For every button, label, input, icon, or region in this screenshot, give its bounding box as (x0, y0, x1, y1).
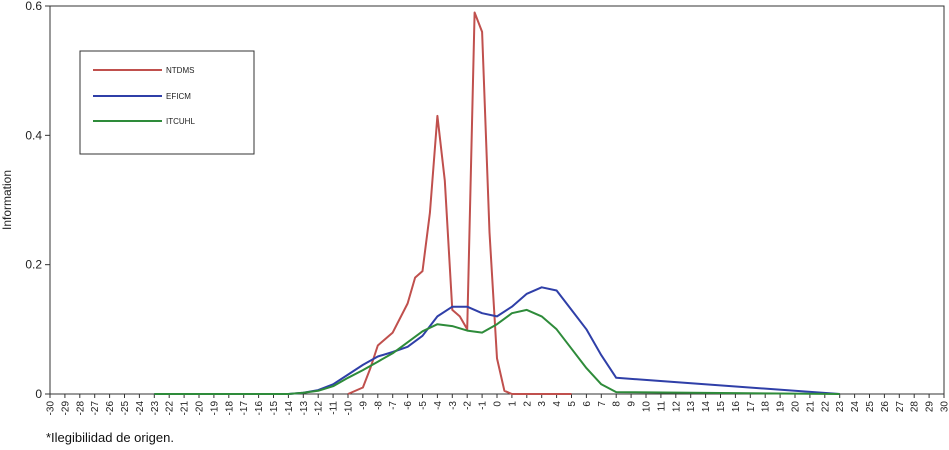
x-tick-label: -7 (388, 401, 399, 410)
x-tick-label: -15 (269, 401, 280, 416)
x-tick-label: -30 (46, 401, 57, 416)
x-tick-label: -16 (254, 401, 265, 416)
x-tick-label: -27 (90, 401, 101, 416)
x-tick-label: 30 (940, 401, 949, 413)
series-layer (154, 11, 840, 395)
x-tick-label: 7 (597, 401, 608, 407)
x-tick-label: -3 (448, 401, 459, 410)
x-tick-label: -23 (150, 401, 161, 416)
x-tick-label: 18 (761, 401, 772, 413)
x-tick-label: -22 (165, 401, 176, 416)
y-tick-label: 0.6 (25, 0, 42, 13)
x-axis: -30 -29 -28 -27 -26 -25 -24 -23 -22 -21 -20 -19 -18-… (46, 394, 949, 415)
x-tick-label: 5 (567, 401, 578, 407)
x-tick-label: 24 (850, 401, 861, 413)
x-tick-label: -13 (299, 401, 310, 416)
x-tick-label: 14 (701, 401, 712, 413)
x-tick-label: 4 (552, 401, 563, 407)
x-tick-label: 26 (880, 401, 891, 413)
legend-label-eficm: EFICM (166, 92, 191, 101)
x-tick-label: 10 (642, 401, 653, 413)
x-tick-label: 11 (656, 401, 667, 412)
x-tick-label: -1 (478, 401, 489, 410)
x-tick-label: -10 (344, 401, 355, 416)
x-tick-label: 16 (731, 401, 742, 413)
x-tick-label: 29 (925, 401, 936, 413)
x-tick-label: 17 (746, 401, 757, 413)
series-line-eficm (154, 286, 840, 395)
x-tick-label: 9 (627, 401, 638, 407)
legend-label-itcuhl: ITCUHL (166, 117, 195, 126)
series-line-ntdms (347, 11, 572, 395)
x-tick-label: 22 (820, 401, 831, 413)
x-tick-label: -5 (418, 401, 429, 410)
x-tick-label: 28 (910, 401, 921, 413)
x-tick-label: 25 (865, 401, 876, 413)
x-tick-label: -17 (239, 401, 250, 416)
x-tick-label: -18 (224, 401, 235, 416)
legend: NTDMS EFICM ITCUHL (79, 50, 255, 155)
x-tick-label: -25 (120, 401, 131, 416)
x-tick-label: 6 (582, 401, 593, 407)
y-axis-title: Information (0, 170, 14, 230)
x-tick-label: -28 (75, 401, 86, 416)
x-tick-label: -20 (195, 401, 206, 416)
x-tick-label: 1 (507, 401, 518, 407)
x-tick-label: -8 (373, 401, 384, 410)
y-tick-label: 0.2 (25, 258, 42, 272)
x-tick-label: -12 (314, 401, 325, 416)
x-tick-label: -26 (105, 401, 116, 416)
x-tick-label: -4 (433, 401, 444, 410)
x-tick-label: 12 (671, 401, 682, 413)
x-tick-label: 13 (686, 401, 697, 413)
x-axis-title: US (489, 429, 506, 430)
x-tick-label: 23 (835, 401, 846, 413)
x-tick-label: 3 (537, 401, 548, 407)
x-tick-label: 15 (716, 401, 727, 413)
legend-label-ntdms: NTDMS (166, 66, 194, 75)
x-tick-label: 27 (895, 401, 906, 413)
footnote: *Ilegibilidad de origen. (46, 430, 174, 445)
x-tick-label: -2 (463, 401, 474, 410)
y-axis: 0 0.2 0.4 0.6 (25, 0, 50, 401)
x-tick-label: 8 (612, 401, 623, 407)
chart: 00.20.40.6 -30 -29 -28 -27 -26 -25 -24 -23 -22 -2… (0, 0, 949, 430)
x-tick-label: -29 (60, 401, 71, 416)
series-line-itcuhl (154, 308, 840, 395)
x-tick-label: -9 (358, 401, 369, 410)
x-tick-label: -19 (209, 401, 220, 416)
x-tick-label: 0 (493, 401, 504, 407)
x-tick-label: 20 (791, 401, 802, 413)
x-tick-label: 2 (522, 401, 533, 407)
x-tick-label: -21 (180, 401, 191, 416)
y-tick-label: 0.4 (25, 128, 42, 142)
x-tick-label: -14 (284, 401, 295, 416)
y-tick-label: 0 (35, 387, 42, 401)
x-tick-label: -24 (135, 401, 146, 416)
legend-box (79, 50, 255, 155)
x-tick-label: -11 (329, 401, 340, 415)
x-tick-label: 19 (776, 401, 787, 413)
x-tick-label: -6 (403, 401, 414, 410)
x-tick-label: 21 (805, 401, 816, 413)
